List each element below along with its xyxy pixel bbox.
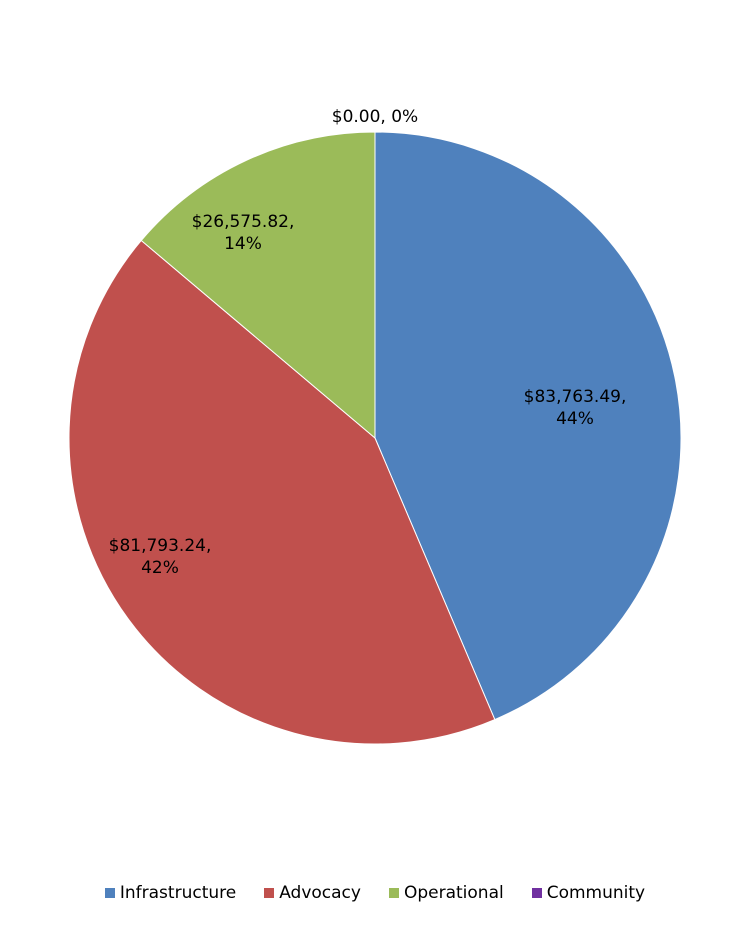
legend-item: Operational xyxy=(388,883,504,903)
legend-item: Infrastructure xyxy=(104,883,237,903)
legend-label: Community xyxy=(546,883,646,903)
legend-swatch xyxy=(531,888,542,898)
data-label: $0.00, 0% xyxy=(331,107,419,127)
pie-slice xyxy=(68,239,496,745)
legend-label: Advocacy xyxy=(279,883,361,903)
pie-slice xyxy=(374,131,682,721)
pie-slice xyxy=(140,131,376,440)
legend-label: Infrastructure xyxy=(119,883,237,903)
legend: Infrastructure Advocacy Operational Communi… xyxy=(0,883,750,903)
legend-item: Advocacy xyxy=(264,883,361,903)
legend-swatch xyxy=(388,888,399,898)
data-label: $26,575.82, 14% xyxy=(191,212,295,254)
legend-swatch xyxy=(104,888,115,898)
legend-item: Community xyxy=(531,883,646,903)
legend-label: Operational xyxy=(403,883,504,903)
data-label: $83,763.49, 44% xyxy=(523,387,627,429)
data-label: $81,793.24, 42% xyxy=(108,536,212,578)
legend-swatch xyxy=(264,888,275,898)
